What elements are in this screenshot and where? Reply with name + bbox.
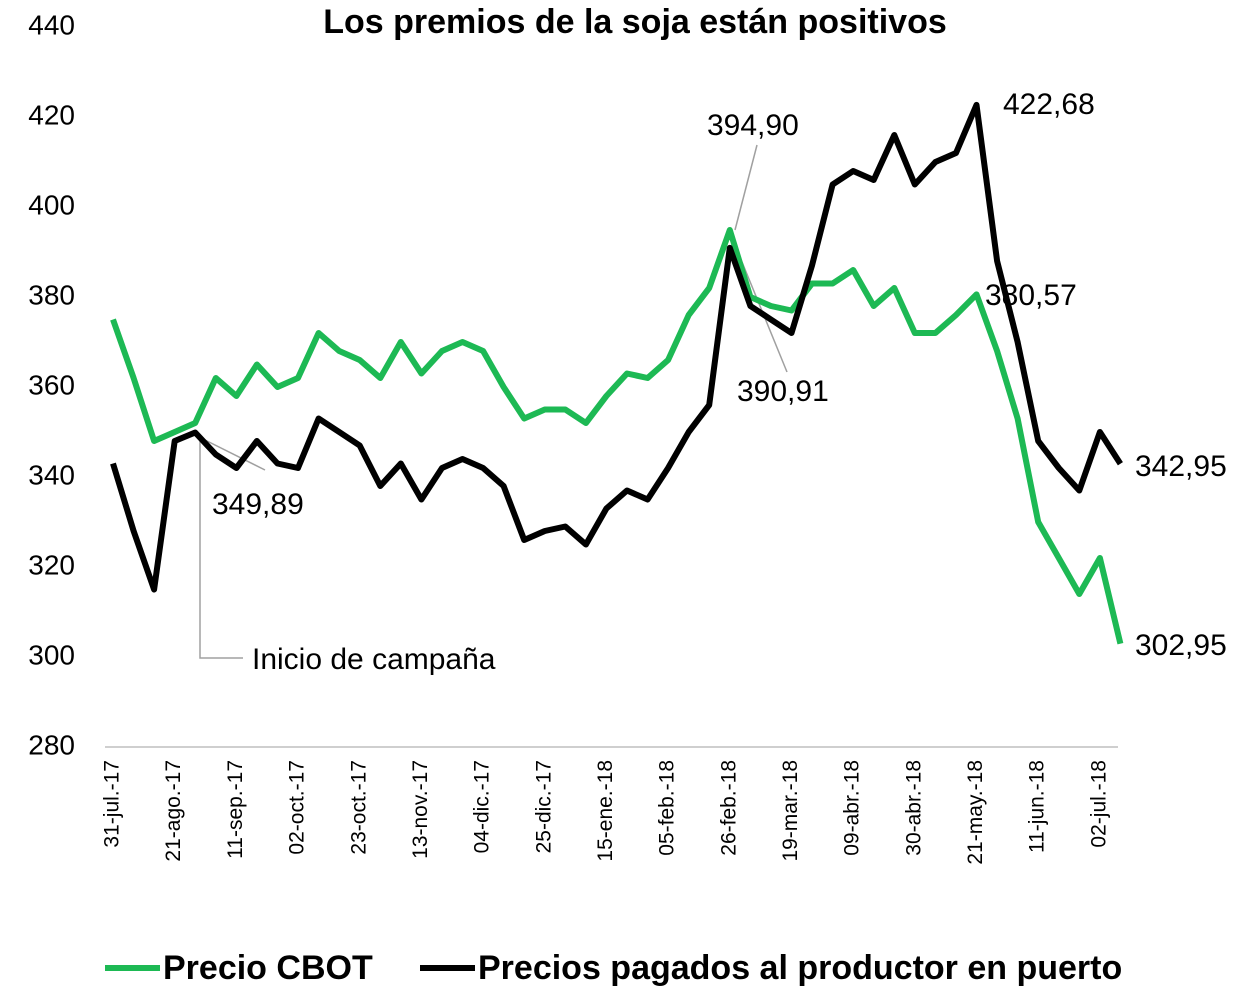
x-tick-label: 30-abr.-18 — [902, 760, 925, 856]
data-label: 380,57 — [985, 279, 1077, 312]
chart-title: Los premios de la soja están positivos — [323, 3, 947, 41]
leader-line — [734, 144, 758, 231]
legend-label: Precio CBOT — [163, 949, 373, 987]
x-tick-label: 21-ago.-17 — [162, 760, 185, 862]
data-label: 349,89 — [212, 488, 304, 521]
y-tick-label: 300 — [28, 639, 75, 670]
x-tick-label: 15-ene.-18 — [594, 760, 617, 862]
x-tick-label: 25-dic.-17 — [532, 760, 555, 853]
x-tick-label: 02-jul.-18 — [1087, 760, 1110, 848]
x-tick-label: 11-sep.-17 — [224, 760, 247, 859]
y-tick-label: 400 — [28, 189, 75, 220]
legend-label: Precios pagados al productor en puerto — [478, 949, 1122, 987]
y-tick-label: 340 — [28, 459, 75, 490]
x-tick-label: 02-oct.-17 — [286, 760, 309, 855]
y-tick-label: 380 — [28, 279, 75, 310]
y-tick-label: 280 — [28, 729, 75, 760]
data-label: 342,95 — [1135, 450, 1227, 483]
data-label: 390,91 — [737, 375, 829, 408]
x-tick-label: 13-nov.-17 — [409, 760, 432, 859]
y-tick-label: 420 — [28, 99, 75, 130]
leader-line — [199, 440, 243, 659]
data-label: 422,68 — [1003, 88, 1095, 121]
data-label: 394,90 — [707, 109, 799, 142]
x-tick-label: 04-dic.-17 — [471, 760, 494, 853]
annotation: Inicio de campaña — [252, 643, 496, 676]
x-tick-label: 09-abr.-18 — [841, 760, 864, 856]
series-line — [110, 101, 1123, 593]
leader-line — [204, 439, 266, 471]
x-tick-label: 26-feb.-18 — [717, 760, 740, 856]
x-tick-label: 11-jun.-18 — [1026, 760, 1049, 853]
series-line — [110, 227, 1124, 645]
y-tick-label: 440 — [28, 9, 75, 40]
x-tick-label: 31-jul.-17 — [101, 760, 124, 848]
data-label: 302,95 — [1135, 629, 1227, 662]
x-tick-label: 05-feb.-18 — [656, 760, 679, 856]
x-tick-label: 19-mar.-18 — [779, 760, 802, 862]
y-tick-label: 320 — [28, 549, 75, 580]
x-tick-label: 23-oct.-17 — [347, 760, 370, 855]
y-tick-label: 360 — [28, 369, 75, 400]
x-tick-label: 21-may.-18 — [964, 760, 987, 865]
